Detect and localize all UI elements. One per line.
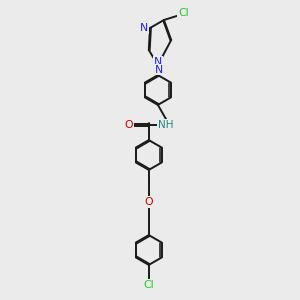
Text: NH: NH — [158, 120, 173, 130]
Text: O: O — [125, 120, 134, 130]
Text: N: N — [154, 57, 162, 67]
Text: N: N — [155, 64, 163, 74]
Text: O: O — [145, 197, 153, 207]
Text: Cl: Cl — [143, 280, 154, 290]
Text: Cl: Cl — [178, 8, 189, 18]
Text: N: N — [140, 23, 148, 33]
